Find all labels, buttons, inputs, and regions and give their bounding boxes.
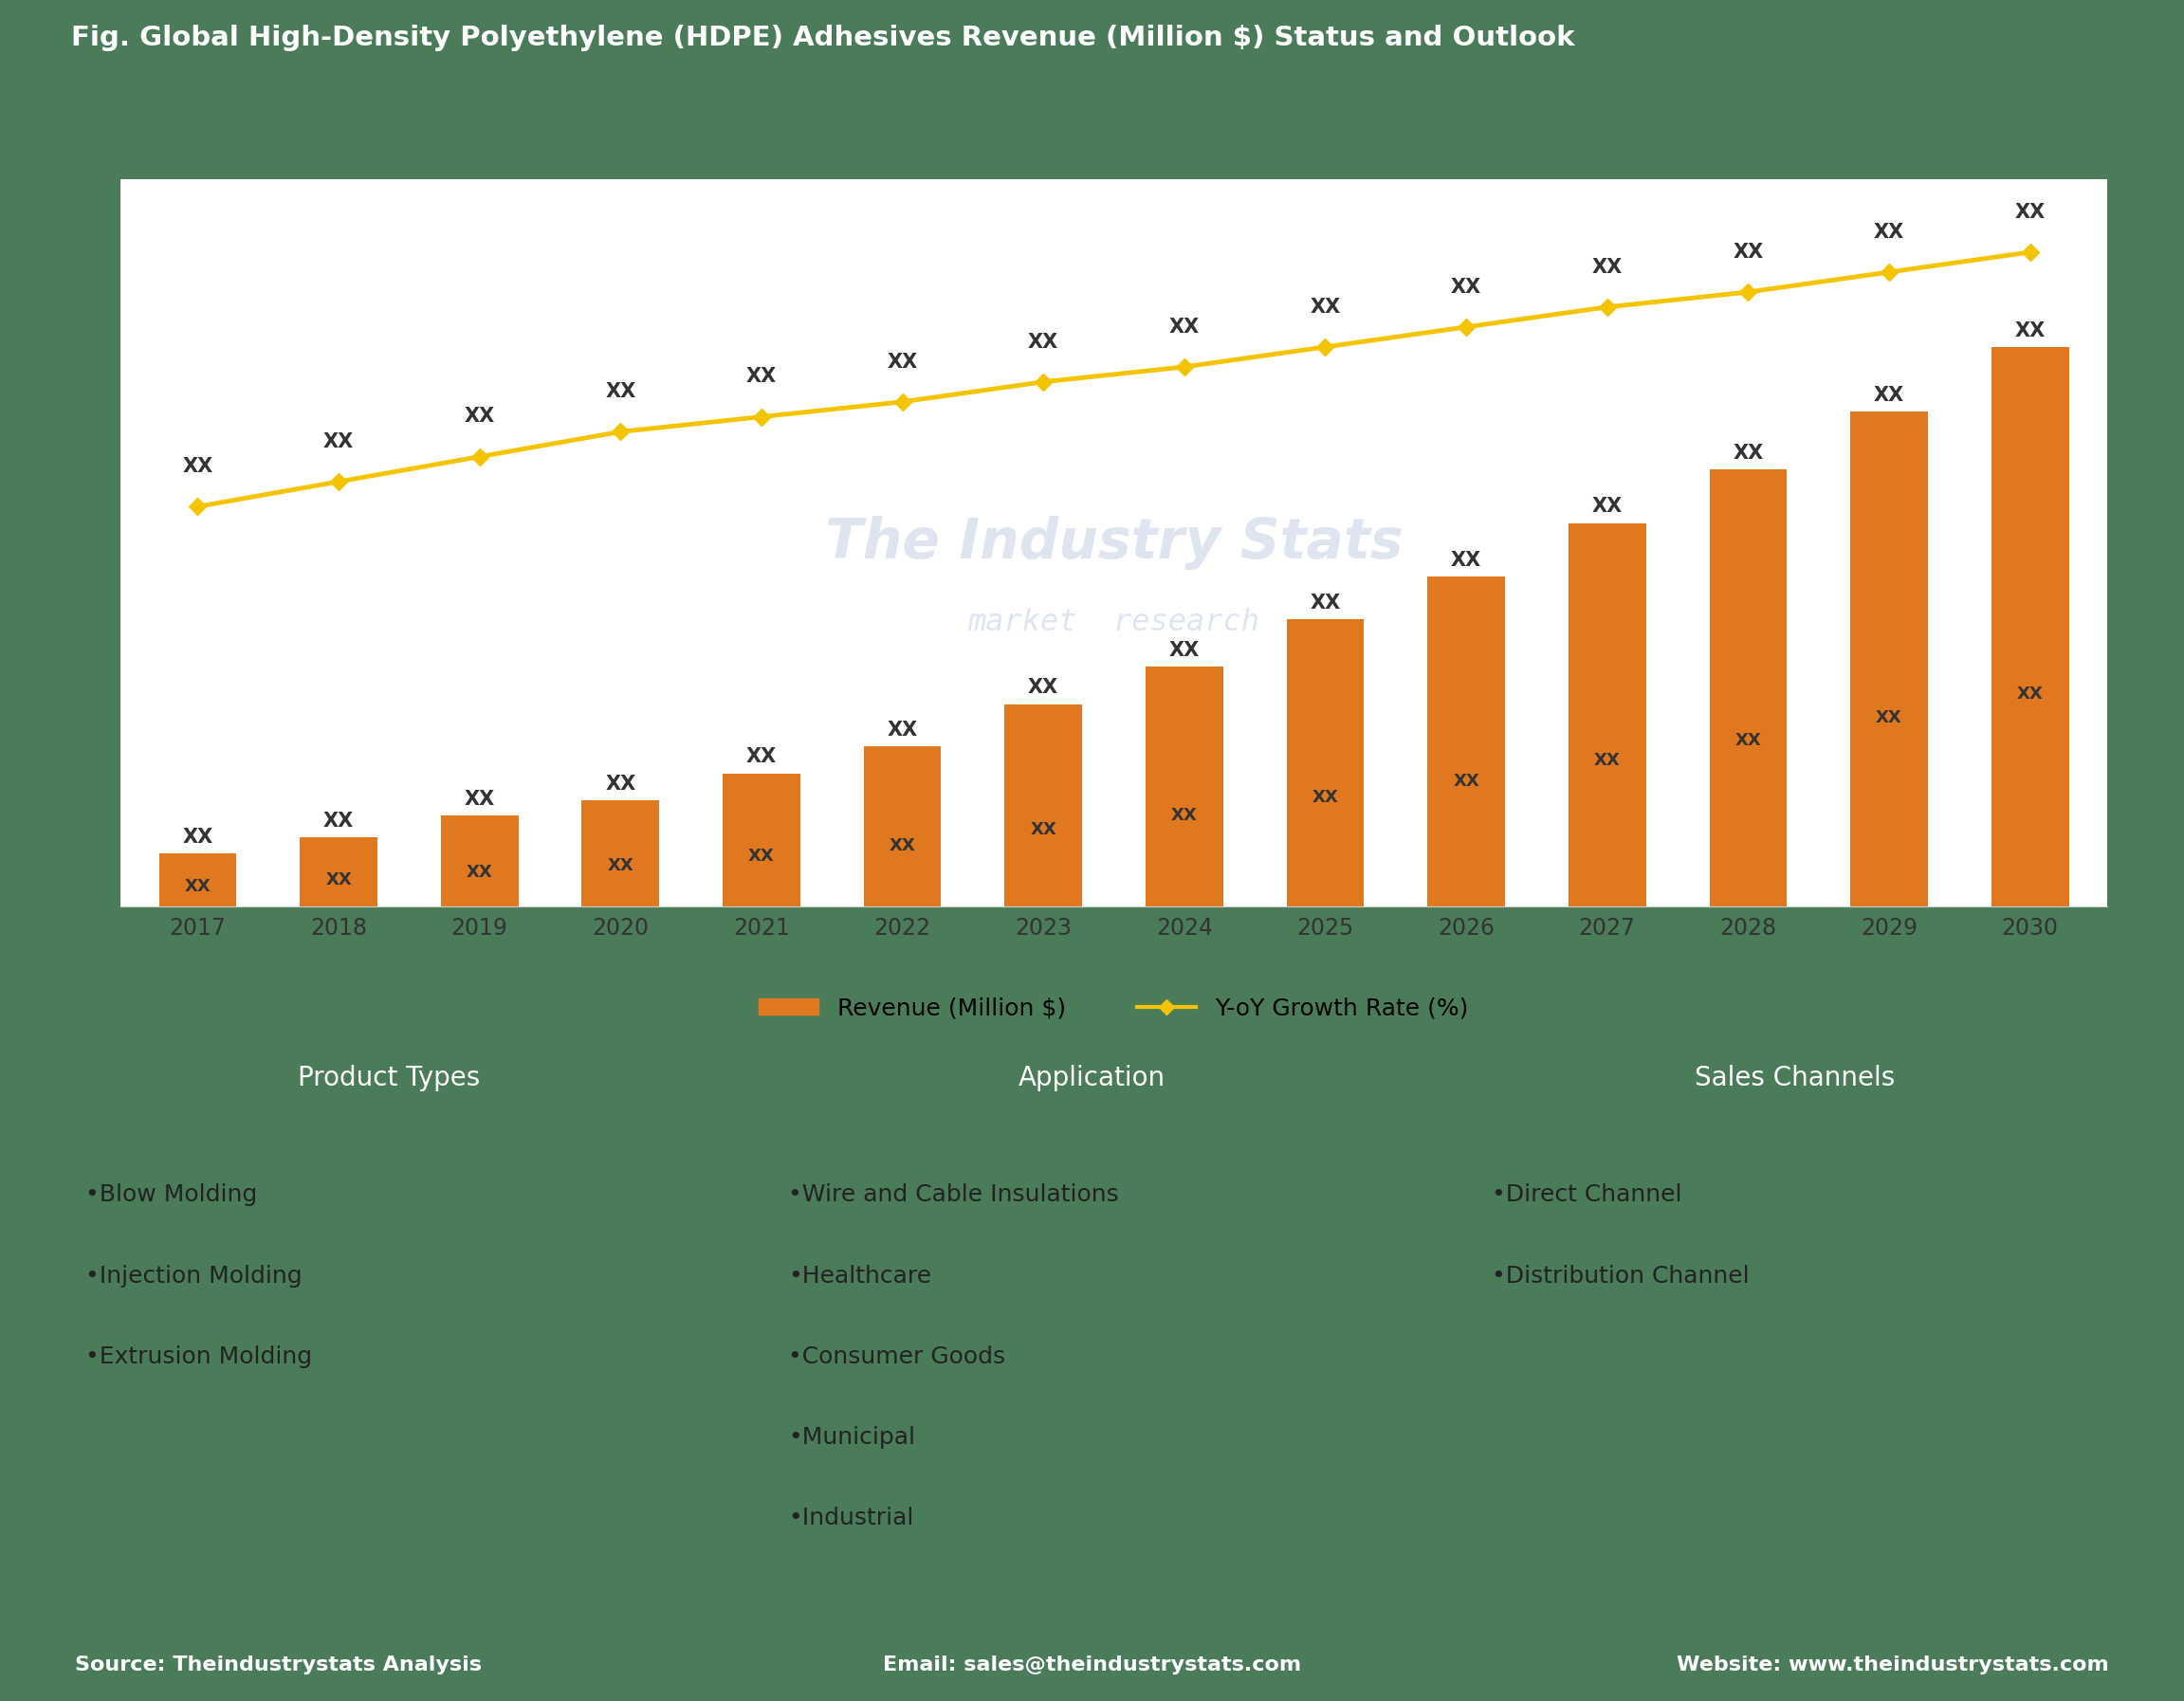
Text: XX: XX [1310, 594, 1341, 612]
Text: XX: XX [1313, 789, 1339, 806]
Bar [863, 747, 941, 907]
Bar [1568, 522, 1647, 907]
Bar [1850, 412, 1928, 907]
Text: •Distribution Channel: •Distribution Channel [1492, 1264, 1749, 1288]
Text: •Blow Molding: •Blow Molding [85, 1184, 258, 1206]
Text: XX: XX [465, 791, 496, 810]
Text: Product Types: Product Types [297, 1065, 480, 1092]
Text: XX: XX [1310, 298, 1341, 316]
Text: XX: XX [2016, 686, 2044, 703]
Bar [1147, 667, 1223, 907]
Text: •Industrial: •Industrial [788, 1507, 913, 1529]
Text: •Wire and Cable Insulations: •Wire and Cable Insulations [788, 1184, 1118, 1206]
Text: XX: XX [467, 864, 494, 881]
Text: XX: XX [1874, 223, 1904, 242]
Bar [1286, 619, 1365, 907]
Text: •Municipal: •Municipal [788, 1425, 915, 1449]
Text: Website: www.theindustrystats.com: Website: www.theindustrystats.com [1677, 1655, 2110, 1675]
Text: market  research: market research [968, 609, 1260, 638]
Text: •Direct Channel: •Direct Channel [1492, 1184, 1682, 1206]
Text: XX: XX [183, 878, 212, 895]
Bar [1005, 704, 1081, 907]
Text: XX: XX [607, 857, 633, 874]
Text: XX: XX [181, 827, 212, 847]
Text: XX: XX [889, 837, 915, 854]
Text: XX: XX [1029, 332, 1059, 352]
Legend: Revenue (Million $), Y-oY Growth Rate (%): Revenue (Million $), Y-oY Growth Rate (%… [749, 987, 1479, 1029]
Text: XX: XX [605, 774, 636, 793]
Bar [1428, 577, 1505, 907]
Text: XX: XX [887, 352, 917, 371]
Text: XX: XX [1732, 444, 1762, 463]
Text: XX: XX [1876, 709, 1902, 726]
Bar [159, 854, 236, 907]
Text: Email: sales@theindustrystats.com: Email: sales@theindustrystats.com [882, 1655, 1302, 1675]
Bar [1992, 347, 2068, 907]
Text: XX: XX [1874, 386, 1904, 405]
Text: Sales Channels: Sales Channels [1695, 1065, 1896, 1092]
Text: XX: XX [325, 871, 352, 888]
Text: XX: XX [2016, 321, 2046, 340]
Text: XX: XX [747, 747, 778, 767]
Text: XX: XX [1734, 731, 1760, 748]
Text: XX: XX [323, 432, 354, 451]
Bar [581, 799, 660, 907]
Text: XX: XX [1450, 551, 1481, 570]
Text: The Industry Stats: The Industry Stats [826, 515, 1402, 570]
Text: Source: Theindustrystats Analysis: Source: Theindustrystats Analysis [74, 1655, 483, 1675]
Text: Fig. Global High-Density Polyethylene (HDPE) Adhesives Revenue (Million $) Statu: Fig. Global High-Density Polyethylene (H… [70, 26, 1575, 51]
Text: XX: XX [747, 367, 778, 386]
Text: XX: XX [1452, 772, 1479, 789]
Text: •Injection Molding: •Injection Molding [85, 1264, 301, 1288]
Text: XX: XX [181, 458, 212, 476]
Bar [299, 837, 378, 907]
Bar [441, 816, 518, 907]
Text: •Extrusion Molding: •Extrusion Molding [85, 1345, 312, 1368]
Bar [723, 774, 799, 907]
Text: XX: XX [1029, 679, 1059, 697]
Text: Application: Application [1018, 1065, 1166, 1092]
Text: XX: XX [1592, 497, 1623, 515]
Text: XX: XX [1592, 257, 1623, 277]
Text: XX: XX [323, 811, 354, 830]
Text: XX: XX [1594, 752, 1621, 769]
Text: XX: XX [2016, 202, 2046, 221]
Text: •Healthcare: •Healthcare [788, 1264, 933, 1288]
Text: XX: XX [605, 383, 636, 401]
Text: XX: XX [1168, 641, 1199, 660]
Text: XX: XX [1168, 318, 1199, 337]
Text: XX: XX [1450, 277, 1481, 296]
Text: XX: XX [749, 847, 775, 864]
Text: XX: XX [1171, 806, 1197, 823]
Text: XX: XX [465, 407, 496, 427]
Text: XX: XX [887, 721, 917, 740]
Text: •Consumer Goods: •Consumer Goods [788, 1345, 1005, 1368]
Text: XX: XX [1031, 822, 1057, 839]
Text: XX: XX [1732, 243, 1762, 262]
Bar [1710, 469, 1787, 907]
